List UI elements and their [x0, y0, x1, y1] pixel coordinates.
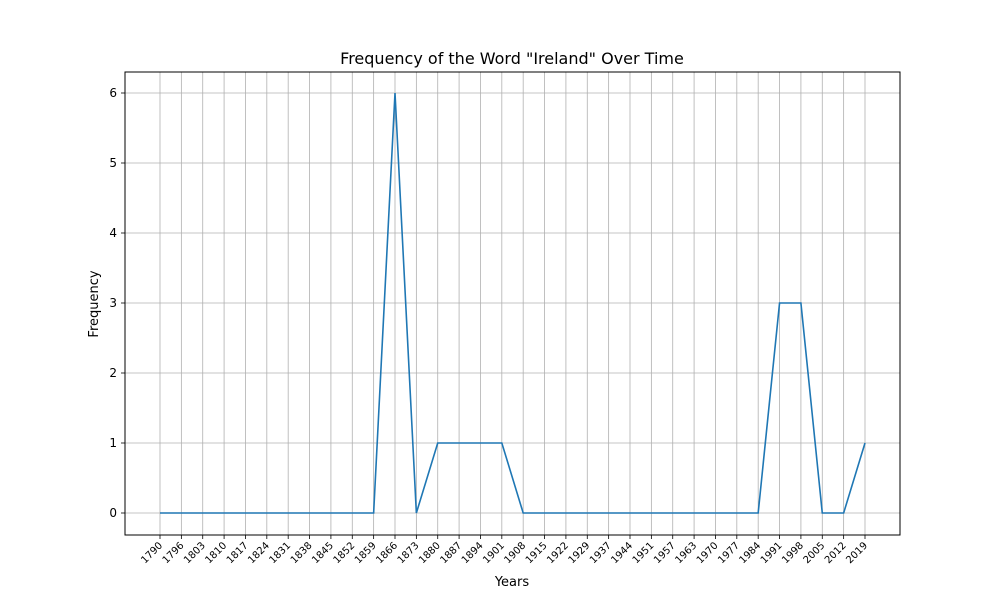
x-tick-label: 1852	[332, 540, 358, 566]
x-tick-label: 1908	[503, 540, 529, 566]
x-tick-label: 1817	[225, 540, 251, 566]
x-tick-label: 1866	[374, 540, 400, 566]
y-axis-ticks: 0 1 2 3 4 5 6	[109, 86, 125, 520]
x-tick-label: 1831	[268, 540, 294, 566]
chart-title: Frequency of the Word "Ireland" Over Tim…	[340, 49, 684, 68]
x-tick-label: 1901	[481, 540, 507, 566]
x-tick-label: 1922	[545, 540, 571, 566]
y-tick-label: 3	[109, 296, 117, 310]
x-tick-label: 1796	[161, 540, 187, 566]
x-tick-label: 2005	[802, 540, 828, 566]
x-tick-label: 1873	[396, 540, 422, 566]
x-axis-ticks: 1790179618031810181718241831183818451852…	[139, 535, 870, 566]
x-tick-label: 1977	[716, 540, 742, 566]
x-tick-label: 1929	[567, 540, 593, 566]
x-tick-label: 1963	[673, 540, 699, 566]
x-tick-label: 1838	[289, 540, 315, 566]
y-tick-label: 4	[109, 226, 117, 240]
x-tick-label: 1824	[246, 540, 272, 566]
y-tick-label: 2	[109, 366, 117, 380]
x-tick-label: 1790	[139, 540, 165, 566]
x-tick-label: 1951	[631, 540, 657, 566]
y-tick-label: 5	[109, 156, 117, 170]
y-tick-label: 1	[109, 436, 117, 450]
x-tick-label: 1970	[695, 540, 721, 566]
x-tick-label: 1803	[182, 540, 208, 566]
x-tick-label: 1998	[780, 540, 806, 566]
grid	[125, 72, 900, 535]
x-tick-label: 1991	[759, 540, 785, 566]
x-tick-label: 1957	[652, 540, 678, 566]
x-tick-label: 1984	[738, 540, 764, 566]
x-axis-label: Years	[494, 575, 530, 590]
x-tick-label: 1937	[588, 540, 614, 566]
x-tick-label: 2012	[823, 540, 849, 566]
y-tick-label: 0	[109, 506, 117, 520]
x-tick-label: 1845	[310, 540, 336, 566]
y-tick-label: 6	[109, 86, 117, 100]
x-tick-label: 1859	[353, 540, 379, 566]
x-tick-label: 2019	[844, 540, 870, 566]
series-line	[160, 92, 866, 514]
x-tick-label: 1887	[438, 540, 464, 566]
plot-frame	[124, 71, 901, 536]
x-tick-label: 1915	[524, 540, 550, 566]
x-tick-label: 1894	[460, 540, 486, 566]
x-tick-label: 1944	[609, 540, 635, 566]
x-tick-label: 1880	[417, 540, 443, 566]
x-tick-label: 1810	[203, 540, 229, 566]
y-axis-label: Frequency	[87, 270, 102, 337]
